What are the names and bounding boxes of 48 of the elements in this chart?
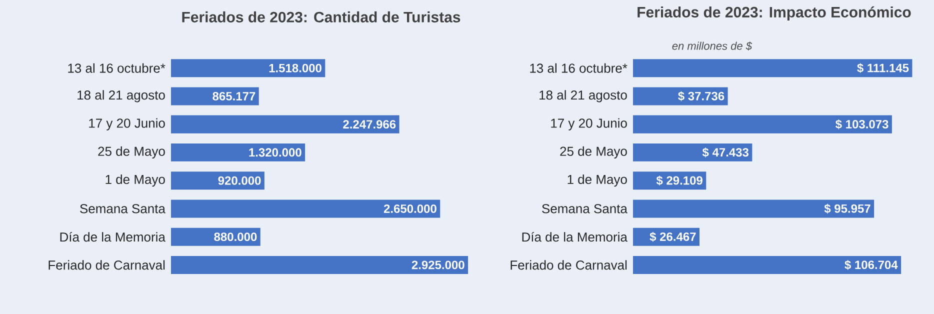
bar — [633, 256, 902, 274]
y-tick-label: 25 de Mayo — [560, 146, 627, 158]
data-label: 2.650.000 — [384, 204, 436, 213]
chart-title: Feriados de 2023: Cantidad de Turistas — [182, 11, 460, 22]
y-tick-label: Semana Santa — [80, 204, 166, 214]
data-label: $ 95.957 — [824, 204, 870, 214]
data-label: $ 47.433 — [702, 148, 749, 158]
data-label: $ 29.109 — [656, 176, 702, 186]
bar — [171, 143, 306, 162]
y-tick-label: 17 y 20 Junio — [551, 118, 627, 130]
bar — [633, 200, 874, 218]
bar — [171, 87, 259, 106]
data-label: $ 103.073 — [836, 119, 888, 130]
y-tick-label: 18 al 21 agosto — [540, 90, 627, 102]
data-label: 1.518.000 — [269, 64, 322, 72]
data-label: 1.320.000 — [249, 148, 302, 157]
bar — [171, 115, 400, 134]
bar — [633, 87, 728, 106]
data-label: 2.247.966 — [343, 120, 396, 129]
data-label: 920.000 — [218, 176, 261, 185]
data-label: $ 106.704 — [844, 260, 898, 270]
data-label: 880.000 — [214, 232, 257, 242]
bar — [171, 59, 326, 78]
data-label: $ 37.736 — [678, 91, 724, 102]
data-label: $ 111.145 — [857, 63, 909, 73]
y-tick-label: 1 de Mayo — [568, 174, 627, 187]
bar — [171, 256, 468, 274]
y-tick-label: Día de la Memoria — [60, 232, 166, 242]
y-tick-label: 1 de Mayo — [106, 174, 165, 187]
data-label: 2.925.000 — [412, 260, 464, 270]
y-tick-label: 13 al 16 octubre* — [530, 63, 628, 73]
bar — [633, 115, 892, 134]
data-label: $ 26.467 — [650, 232, 696, 242]
bar — [633, 59, 912, 78]
bar — [171, 200, 440, 218]
y-tick-label: Feriado de Carnaval — [510, 260, 627, 270]
bar — [633, 143, 752, 162]
y-tick-label: Semana Santa — [542, 204, 628, 214]
bar — [171, 172, 264, 190]
y-tick-label: 17 y 20 Junio — [89, 118, 165, 130]
data-label: 865.177 — [212, 92, 256, 100]
y-tick-label: 13 al 16 octubre* — [68, 63, 166, 73]
y-tick-label: Día de la Memoria — [522, 232, 628, 242]
chart-subtitle: en millones de $ — [672, 42, 752, 50]
y-tick-label: 25 de Mayo — [98, 146, 165, 158]
y-tick-label: Feriado de Carnaval — [48, 260, 165, 270]
chart-title: Feriados de 2023: Impacto Económico — [638, 6, 911, 20]
y-tick-label: 18 al 21 agosto — [78, 90, 165, 102]
